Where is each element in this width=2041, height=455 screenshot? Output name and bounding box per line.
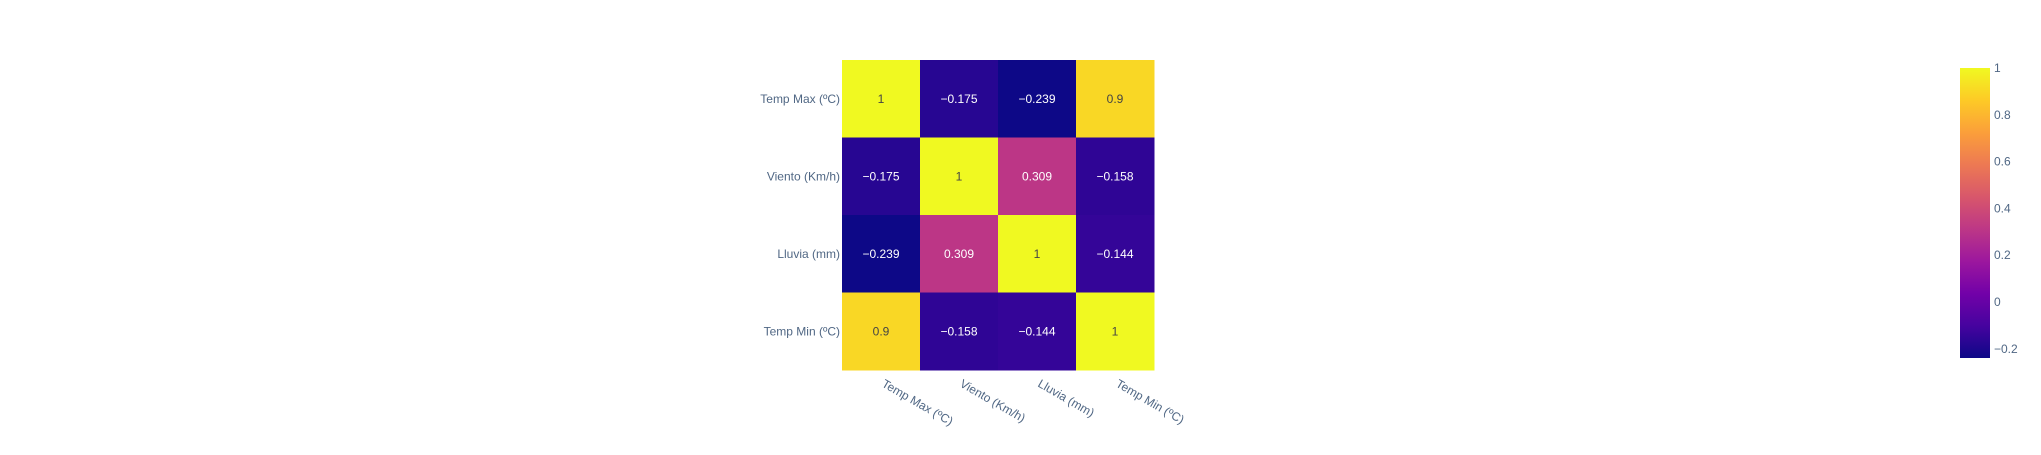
colorbar-tick-label: 0.6 (1994, 155, 2011, 169)
x-axis-tick-label: Temp Max (ºC) (880, 376, 956, 428)
heatmap-cell-label: 0.309 (1022, 169, 1052, 183)
heatmap-cell-label: −0.144 (1018, 324, 1055, 338)
heatmap-cell (920, 292, 999, 371)
x-axis-tick-label: Viento (Km/h) (958, 376, 1028, 425)
y-axis-tick-label: Viento (Km/h) (767, 169, 840, 183)
heatmap-cell (998, 60, 1077, 138)
heatmap-cell (842, 60, 921, 138)
heatmap-cell-label: −0.239 (1018, 92, 1055, 106)
colorbar-tick-label: 0 (1994, 295, 2001, 309)
heatmap-cell (1076, 60, 1155, 138)
heatmap-cell-label: −0.158 (1096, 169, 1133, 183)
colorbar-tick-label: 1 (1994, 61, 2001, 75)
colorbar-tick-label: 0.8 (1994, 108, 2011, 122)
heatmap-cell-label: 0.9 (1107, 92, 1124, 106)
heatmap-cell (998, 292, 1077, 371)
colorbar-tick-label: −0.2 (1994, 342, 2018, 356)
heatmap-cell-label: 1 (956, 169, 963, 183)
heatmap-cell (920, 215, 999, 293)
heatmap-cell (842, 292, 921, 371)
heatmap-cell-label: −0.239 (862, 247, 899, 261)
heatmap-cell-label: 1 (878, 92, 885, 106)
heatmap-cell (920, 60, 999, 138)
heatmap-cell (998, 215, 1077, 293)
heatmap-cell (1076, 292, 1155, 371)
x-axis-tick-labels: Temp Max (ºC) Viento (Km/h) Lluvia (mm) Tem… (880, 376, 1187, 428)
heatmap-cell (842, 137, 921, 216)
heatmap-cell-label: 0.9 (873, 324, 890, 338)
y-axis-tick-label: Temp Max (ºC) (760, 92, 840, 106)
colorbar-tick-label: 0.4 (1994, 201, 2011, 215)
heatmap-cell (998, 137, 1077, 216)
heatmap-cells (842, 60, 1155, 371)
heatmap-cell (1076, 215, 1155, 293)
colorbar-tick-labels: 1 0.8 0.6 0.4 0.2 0 −0.2 (1994, 61, 2018, 356)
heatmap-cell-label: −0.175 (862, 169, 899, 183)
heatmap-cell-label: −0.144 (1096, 247, 1133, 261)
x-axis-tick-label: Lluvia (mm) (1036, 376, 1097, 419)
colorbar-gradient (1960, 68, 1990, 358)
y-axis-tick-label: Temp Min (ºC) (764, 324, 840, 338)
y-axis-tick-labels: Temp Max (ºC) Viento (Km/h) Lluvia (mm) Tem… (760, 92, 840, 339)
heatmap-cell-label: −0.175 (940, 92, 977, 106)
heatmap-cell-label: 1 (1112, 324, 1119, 338)
x-axis-tick-label: Temp Min (ºC) (1114, 376, 1187, 426)
heatmap-cell (920, 137, 999, 216)
colorbar-tick-label: 0.2 (1994, 248, 2011, 262)
heatmap-cell-labels: 1 −0.175 −0.239 0.9 −0.175 1 0.309 −0.158 −0.239… (862, 92, 1133, 339)
colorbar (1960, 68, 1990, 358)
heatmap-cell (842, 215, 921, 293)
heatmap-cell-label: 1 (1034, 247, 1041, 261)
y-axis-tick-label: Lluvia (mm) (777, 247, 840, 261)
heatmap-cell-label: −0.158 (940, 324, 977, 338)
heatmap-cell (1076, 137, 1155, 216)
heatmap-cell-label: 0.309 (944, 247, 974, 261)
